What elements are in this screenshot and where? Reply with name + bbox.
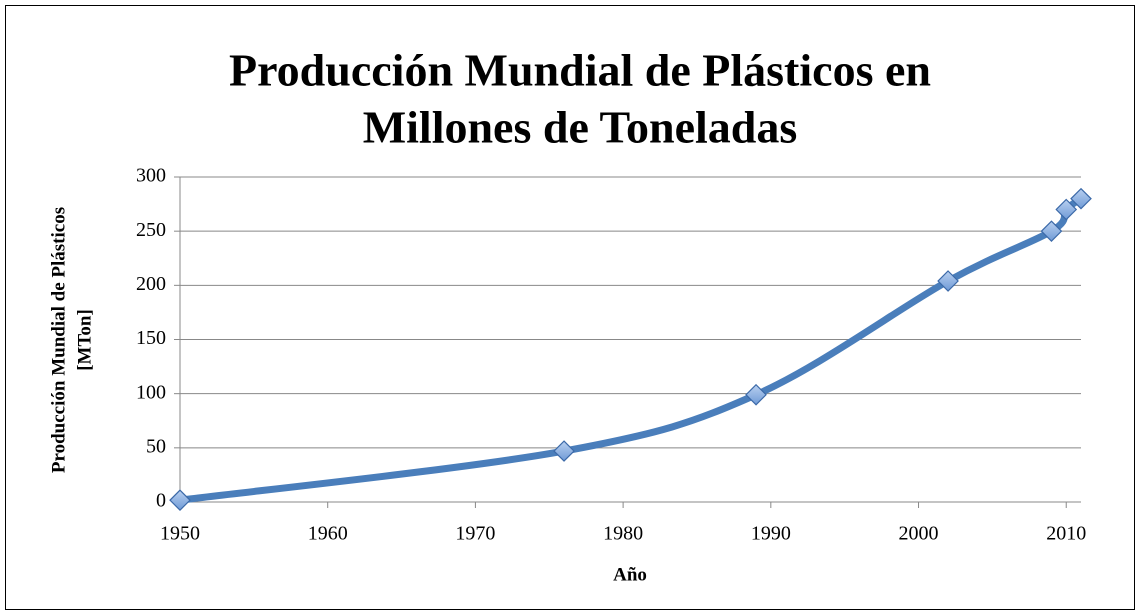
y-tick-label: 0 bbox=[156, 490, 166, 512]
chart-frame bbox=[5, 5, 1135, 610]
data-marker bbox=[1070, 187, 1092, 210]
data-marker bbox=[937, 270, 959, 292]
chart-title: Producción Mundial de Plásticos en bbox=[229, 45, 931, 96]
x-tick-label: 1980 bbox=[603, 523, 643, 545]
chart-title: Millones de Toneladas bbox=[363, 102, 798, 153]
y-tick-label: 50 bbox=[146, 435, 166, 457]
data-marker bbox=[553, 440, 575, 462]
x-tick-label: 1950 bbox=[160, 523, 200, 545]
y-tick-label: 100 bbox=[136, 381, 166, 403]
x-tick-label: 1970 bbox=[455, 523, 495, 545]
y-axis-label: Producción Mundial de Plásticos bbox=[48, 207, 69, 473]
y-tick-label: 300 bbox=[136, 165, 166, 187]
x-axis-label: Año bbox=[613, 564, 647, 585]
x-tick-label: 1990 bbox=[751, 523, 791, 545]
x-tick-label: 1960 bbox=[308, 523, 348, 545]
y-tick-label: 200 bbox=[136, 273, 166, 295]
x-tick-label: 2000 bbox=[899, 523, 939, 545]
data-marker bbox=[1055, 198, 1078, 221]
y-axis-label: [MTon] bbox=[74, 309, 95, 371]
x-tick-label: 2010 bbox=[1046, 523, 1086, 545]
y-tick-label: 250 bbox=[136, 219, 166, 241]
data-marker bbox=[169, 489, 191, 512]
y-tick-label: 150 bbox=[136, 327, 166, 349]
data-marker bbox=[1040, 220, 1063, 243]
data-marker bbox=[745, 383, 767, 406]
